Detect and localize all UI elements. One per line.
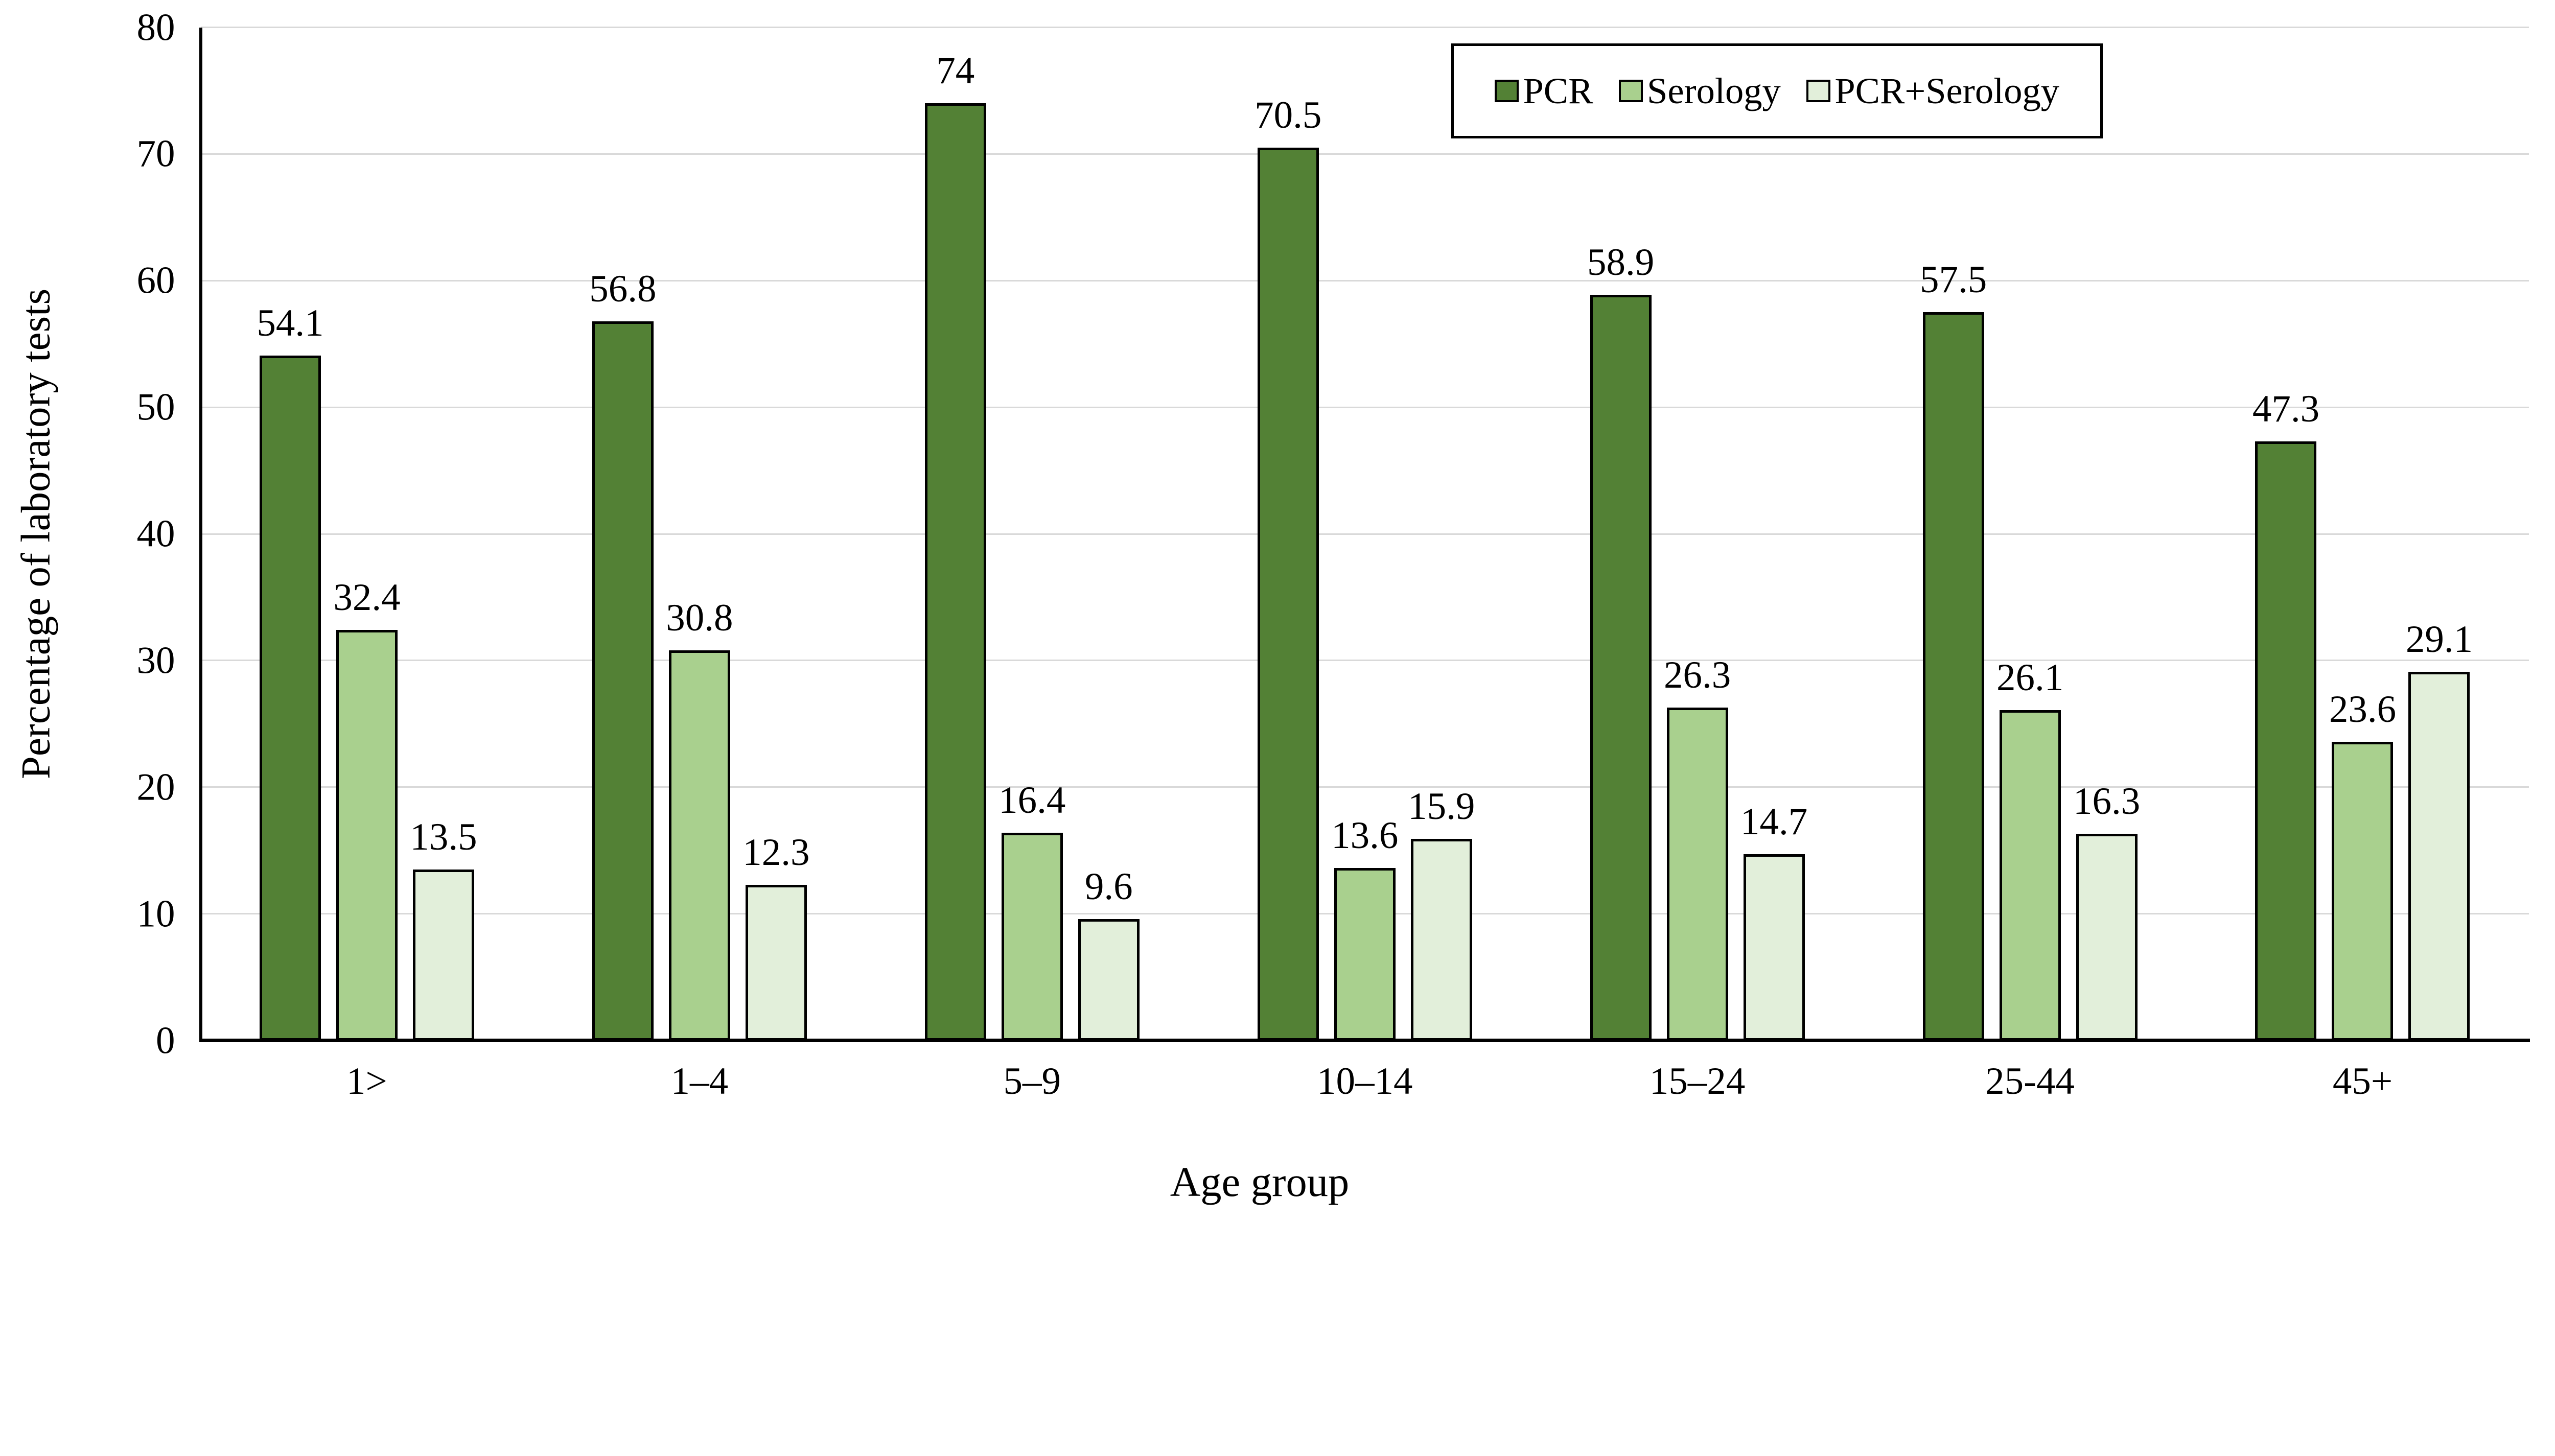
legend-swatch-pcr-serology [1806, 80, 1831, 102]
legend-swatch-serology [1618, 80, 1643, 102]
bar-value-label: 26.3 [1664, 653, 1731, 696]
bar-value-label: 30.8 [666, 597, 733, 640]
bar-cluster: 56.8 30.8 12.3 [533, 270, 866, 1041]
bar-group-15-24: 58.9 26.3 14.7 15–24 [1531, 28, 1864, 1100]
bar-value-label: 57.5 [1919, 259, 1987, 301]
legend-label-serology: Serology [1647, 70, 1781, 111]
legend-swatch-pcr [1494, 80, 1519, 102]
bar-pcr-1-4: 56.8 [589, 270, 657, 1041]
legend-item-serology: Serology [1618, 69, 1781, 112]
bar-group-1-4: 56.8 30.8 12.3 1–4 [533, 28, 866, 1100]
bar-pcr-serology-5-9: 9.6 [1078, 867, 1140, 1041]
bar-value-label: 9.6 [1084, 865, 1133, 908]
bar-group-5-9: 74 16.4 9.6 5–9 [866, 28, 1198, 1100]
bar-cluster: 47.3 23.6 29.1 [2196, 390, 2529, 1041]
gridline-30 [200, 660, 2529, 662]
gridline-80 [200, 27, 2529, 28]
x-category-label-45: 45+ [2332, 1060, 2393, 1102]
y-axis-title: Percentage of laboratory tests [12, 288, 59, 780]
bar-value-label: 13.6 [1331, 814, 1399, 857]
x-category-label-5-9: 5–9 [1003, 1060, 1061, 1102]
bar-pcr-serology-1-4: 12.3 [742, 833, 810, 1041]
bar-serology-45: 23.6 [2329, 690, 2396, 1041]
bar-serology-1-4: 30.8 [666, 599, 733, 1041]
x-category-label-25-44: 25-44 [1985, 1060, 2075, 1102]
x-category-label-10-14: 10–14 [1316, 1060, 1413, 1102]
y-axis-tick-labels: 0 10 20 30 40 50 60 70 80 [137, 8, 2529, 1060]
bar-value-label: 12.3 [742, 831, 810, 874]
gridline-50 [200, 406, 2529, 408]
bar-cluster: 57.5 26.1 16.3 [1864, 261, 2196, 1041]
bar-pcr-5-9: 74 [924, 52, 986, 1041]
bar-pcr-serology-15-24: 14.7 [1740, 803, 1807, 1041]
legend-label-pcr-serology: PCR+Serology [1834, 70, 2060, 111]
y-tick-label-20: 20 [136, 766, 175, 809]
y-tick-label-70: 70 [136, 132, 175, 175]
bar-value-label: 26.1 [1996, 656, 2064, 699]
bar-value-label: 13.5 [410, 815, 477, 858]
bar-value-label: 47.3 [2252, 388, 2320, 431]
y-tick-label-80: 80 [136, 6, 175, 49]
bar-value-label: 14.7 [1740, 801, 1808, 843]
bar-serology-1: 32.4 [333, 578, 401, 1041]
gridline-20 [200, 786, 2529, 788]
bar-value-label: 16.4 [998, 779, 1066, 821]
x-category-label-1: 1> [346, 1060, 387, 1102]
bar-cluster: 74 16.4 9.6 [866, 52, 1198, 1041]
bar-serology-25-44: 26.1 [1996, 659, 2063, 1041]
bar-value-label: 15.9 [1408, 785, 1475, 828]
legend-label-pcr: PCR [1523, 70, 1593, 111]
bar-value-label: 58.9 [1587, 241, 1655, 284]
legend-item-pcr-serology: PCR+Serology [1806, 69, 2059, 112]
gridline-70 [200, 153, 2529, 155]
y-tick-label-60: 60 [136, 259, 175, 302]
bar-value-label: 56.8 [589, 267, 657, 310]
y-tick-label-0: 0 [156, 1019, 175, 1062]
bar-value-label: 16.3 [2073, 780, 2141, 823]
y-tick-label-40: 40 [136, 512, 175, 555]
bar-cluster: 58.9 26.3 14.7 [1531, 243, 1864, 1041]
legend: PCR Serology PCR+Serology [1451, 43, 2103, 138]
x-category-label-1-4: 1–4 [670, 1060, 729, 1102]
gridline-40 [200, 533, 2529, 535]
bar-value-label: 70.5 [1255, 93, 1322, 136]
legend-item-pcr: PCR [1494, 69, 1593, 112]
bar-group-45: 47.3 23.6 29.1 45+ [2196, 28, 2529, 1100]
bar-groups: 54.1 32.4 13.5 1> 56.8 30.8 12.3 1–4 74 16.4 9.6 5–… [201, 28, 2529, 1101]
bar-serology-15-24: 26.3 [1664, 656, 1731, 1041]
bar-value-label: 32.4 [333, 576, 401, 619]
bar-pcr-45: 47.3 [2252, 390, 2319, 1041]
bar-cluster: 54.1 32.4 13.5 [201, 304, 533, 1041]
bar-cluster: 70.5 13.6 15.9 [1198, 96, 1531, 1041]
bar-pcr-10-14: 70.5 [1255, 96, 1321, 1041]
bar-serology-5-9: 16.4 [998, 781, 1065, 1041]
x-axis-title: Age group [1170, 1158, 1350, 1205]
bar-group-1: 54.1 32.4 13.5 1> [201, 28, 533, 1101]
y-axis-line [199, 27, 202, 1041]
bar-value-label: 23.6 [2329, 688, 2397, 731]
bar-pcr-25-44: 57.5 [1920, 261, 1987, 1041]
bar-pcr-serology-25-44: 16.3 [2073, 782, 2140, 1041]
bar-group-10-14: 70.5 13.6 15.9 10–14 [1198, 28, 1531, 1100]
bar-value-label: 74 [936, 50, 975, 92]
y-tick-label-50: 50 [136, 386, 175, 429]
x-category-label-15-24: 15–24 [1649, 1060, 1746, 1102]
bar-pcr-serology-45: 29.1 [2406, 620, 2473, 1041]
bar-value-label: 54.1 [257, 301, 324, 344]
y-tick-label-10: 10 [136, 893, 175, 935]
gridline-60 [200, 279, 2529, 281]
plot-area: 0 10 20 30 40 50 60 70 80 54.1 32.4 13.5 1> 56.8 30.8… [137, 8, 2530, 1101]
bar-pcr-1: 54.1 [257, 304, 324, 1041]
bar-serology-10-14: 13.6 [1331, 816, 1398, 1041]
bar-pcr-15-24: 58.9 [1587, 243, 1654, 1041]
y-tick-label-30: 30 [136, 639, 175, 682]
bar-chart: Percentage of laboratory tests 0 10 20 30 40… [12, 8, 2530, 1205]
bar-group-25-44: 57.5 26.1 16.3 25-44 [1864, 28, 2196, 1100]
bar-pcr-serology-1: 13.5 [410, 818, 477, 1041]
bar-pcr-serology-10-14: 15.9 [1408, 787, 1475, 1041]
bar-value-label: 29.1 [2405, 618, 2473, 661]
x-axis-line [199, 1039, 2530, 1042]
